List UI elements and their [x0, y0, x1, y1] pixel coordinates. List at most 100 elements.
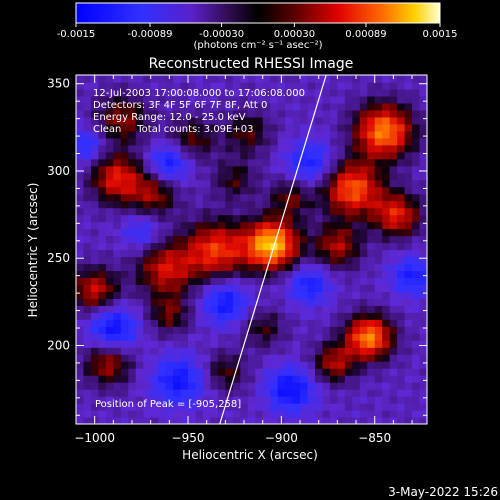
heatmap-pixel: [180, 354, 189, 362]
heatmap-pixel: [382, 403, 391, 411]
heatmap-pixel: [195, 375, 204, 383]
heatmap-pixel: [98, 354, 107, 362]
heatmap-pixel: [165, 158, 174, 167]
heatmap-pixel: [195, 88, 204, 97]
heatmap-pixel: [202, 326, 212, 334]
heatmap-pixel: [195, 347, 204, 355]
heatmap-pixel: [173, 81, 182, 90]
heatmap-pixel: [389, 291, 398, 299]
heatmap-pixel: [412, 130, 421, 139]
heatmap-pixel: [300, 396, 309, 404]
heatmap-pixel: [158, 116, 167, 125]
heatmap-pixel: [419, 221, 427, 230]
heatmap-pixel: [255, 95, 264, 104]
heatmap-pixel: [262, 277, 271, 285]
heatmap-pixel: [352, 158, 361, 167]
heatmap-pixel: [225, 249, 234, 258]
heatmap-pixel: [344, 81, 353, 90]
heatmap-pixel: [143, 151, 152, 160]
heatmap-pixel: [120, 291, 129, 299]
heatmap-pixel: [344, 347, 353, 355]
heatmap-pixel: [270, 291, 279, 299]
heatmap-pixel: [173, 123, 182, 132]
heatmap-pixel: [217, 361, 226, 369]
heatmap-pixel: [113, 417, 122, 424]
heatmap-pixel: [188, 396, 197, 404]
heatmap-pixel: [120, 109, 129, 118]
heatmap-pixel: [105, 221, 114, 230]
heatmap-pixel: [404, 88, 413, 97]
heatmap-pixel: [188, 75, 197, 83]
heatmap-pixel: [232, 214, 241, 223]
heatmap-pixel: [98, 75, 107, 83]
heatmap-pixel: [404, 102, 413, 111]
heatmap-pixel: [165, 179, 174, 188]
heatmap-pixel: [359, 151, 368, 160]
heatmap-pixel: [300, 277, 309, 285]
heatmap-pixel: [158, 319, 167, 327]
heatmap-pixel: [359, 193, 368, 202]
heatmap-pixel: [180, 186, 189, 195]
heatmap-pixel: [270, 151, 279, 160]
heatmap-pixel: [419, 116, 427, 125]
heatmap-pixel: [314, 270, 324, 279]
heatmap-pixel: [98, 109, 107, 118]
heatmap-pixel: [404, 158, 413, 167]
heatmap-pixel: [389, 368, 398, 376]
heatmap-pixel: [397, 95, 406, 104]
heatmap-pixel: [285, 144, 294, 153]
heatmap-pixel: [412, 263, 421, 272]
heatmap-pixel: [329, 165, 338, 174]
heatmap-pixel: [255, 109, 264, 118]
heatmap-pixel: [300, 158, 309, 167]
heatmap-pixel: [135, 375, 144, 383]
heatmap-pixel: [240, 172, 249, 181]
heatmap-pixel: [367, 137, 376, 146]
heatmap-pixel: [255, 354, 264, 362]
heatmap-pixel: [143, 144, 152, 153]
heatmap-pixel: [292, 242, 301, 251]
heatmap-pixel: [76, 228, 85, 237]
heatmap-pixel: [225, 354, 234, 362]
heatmap-pixel: [419, 158, 427, 167]
heatmap-pixel: [225, 221, 234, 230]
heatmap-pixel: [105, 312, 114, 320]
heatmap-pixel: [98, 81, 107, 90]
heatmap-pixel: [367, 256, 376, 265]
heatmap-pixel: [344, 389, 353, 397]
heatmap-pixel: [128, 214, 137, 223]
heatmap-pixel: [337, 172, 346, 181]
heatmap-pixel: [240, 382, 249, 390]
heatmap-pixel: [314, 347, 324, 355]
heatmap-pixel: [232, 277, 241, 285]
heatmap-pixel: [158, 340, 167, 348]
heatmap-pixel: [83, 179, 92, 188]
heatmap-pixel: [143, 193, 152, 202]
heatmap-pixel: [262, 123, 271, 132]
heatmap-pixel: [247, 284, 256, 292]
heatmap-pixel: [329, 389, 338, 397]
heatmap-pixel: [232, 368, 241, 376]
heatmap-pixel: [382, 249, 391, 258]
heatmap-pixel: [270, 256, 279, 265]
heatmap-pixel: [412, 221, 421, 230]
heatmap-pixel: [225, 109, 234, 118]
heatmap-pixel: [277, 228, 286, 237]
heatmap-pixel: [150, 200, 159, 209]
heatmap-pixel: [292, 340, 301, 348]
heatmap-pixel: [105, 81, 114, 90]
heatmap-pixel: [300, 200, 309, 209]
heatmap-pixel: [382, 410, 391, 418]
heatmap-pixel: [255, 200, 264, 209]
heatmap-pixel: [98, 102, 107, 111]
heatmap-pixel: [247, 277, 256, 285]
heatmap-pixel: [344, 396, 353, 404]
heatmap-pixel: [419, 144, 427, 153]
heatmap-pixel: [225, 193, 234, 202]
heatmap-pixel: [247, 263, 256, 272]
heatmap-pixel: [389, 228, 398, 237]
heatmap-pixel: [262, 270, 271, 279]
heatmap-pixel: [314, 389, 324, 397]
heatmap-pixel: [389, 354, 398, 362]
heatmap-pixel: [232, 228, 241, 237]
